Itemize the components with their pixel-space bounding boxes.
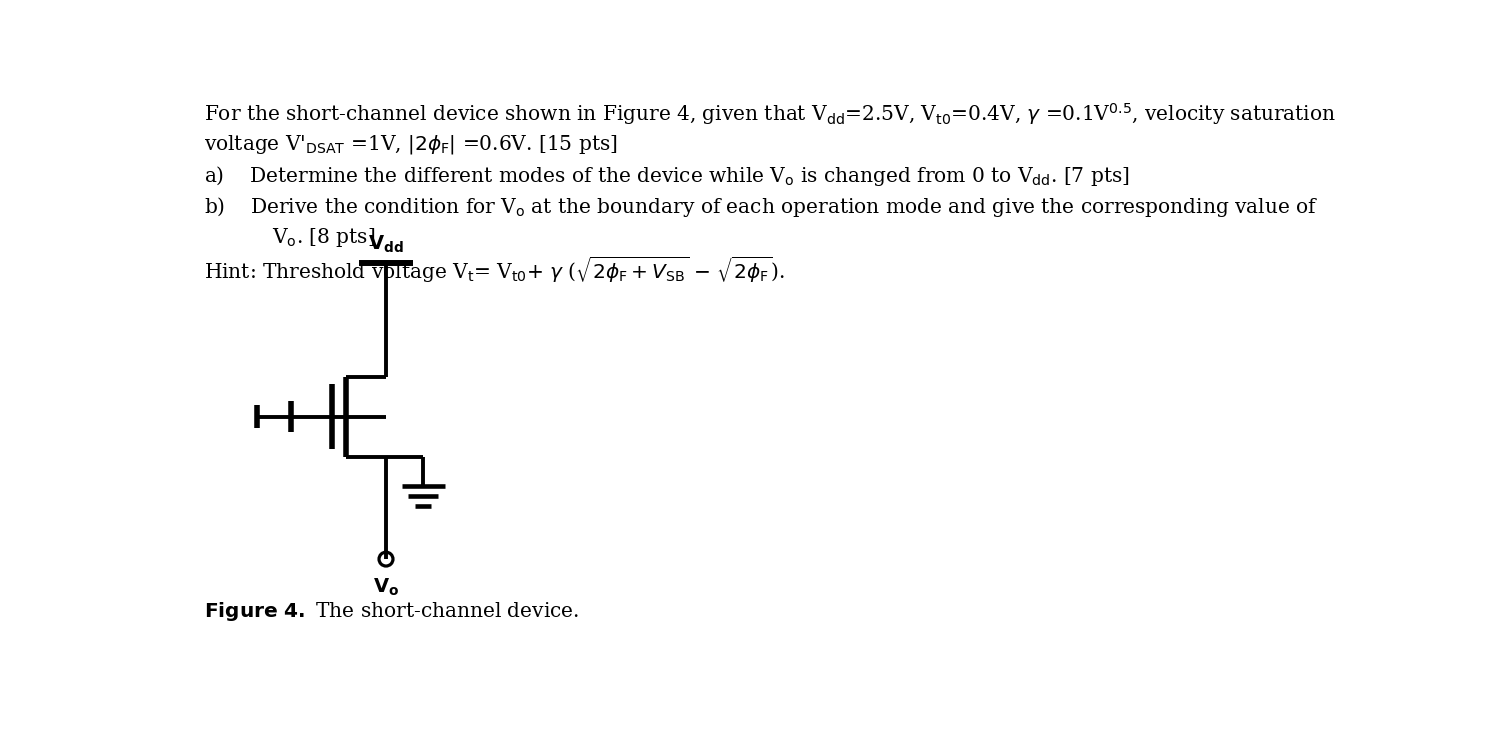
Text: a)    Determine the different modes of the device while V$_{\rm o}$ is changed f: a) Determine the different modes of the …: [203, 164, 1129, 188]
Text: voltage V'$_{\rm DSAT}$ =1V, $|2\phi_{\rm F}|$ =0.6V. [15 pts]: voltage V'$_{\rm DSAT}$ =1V, $|2\phi_{\r…: [203, 133, 618, 156]
Text: $\mathbf{V}_{\mathbf{dd}}$: $\mathbf{V}_{\mathbf{dd}}$: [368, 234, 404, 255]
Text: For the short-channel device shown in Figure 4, given that V$_{\rm dd}$=2.5V, V$: For the short-channel device shown in Fi…: [203, 101, 1335, 127]
Text: $\mathbf{V}_{\mathbf{o}}$: $\mathbf{V}_{\mathbf{o}}$: [372, 577, 399, 598]
Text: $\mathbf{Figure\ 4.}$ The short-channel device.: $\mathbf{Figure\ 4.}$ The short-channel …: [203, 600, 579, 623]
Text: Hint: Threshold voltage V$_{\rm t}$= V$_{\rm t0}$+ $\gamma$ ($\sqrt{2\phi_{\rm F: Hint: Threshold voltage V$_{\rm t}$= V$_…: [203, 255, 785, 285]
Text: V$_{\rm o}$. [8 pts]: V$_{\rm o}$. [8 pts]: [273, 226, 375, 249]
Text: b)    Derive the condition for V$_{\rm o}$ at the boundary of each operation mod: b) Derive the condition for V$_{\rm o}$ …: [203, 195, 1319, 219]
